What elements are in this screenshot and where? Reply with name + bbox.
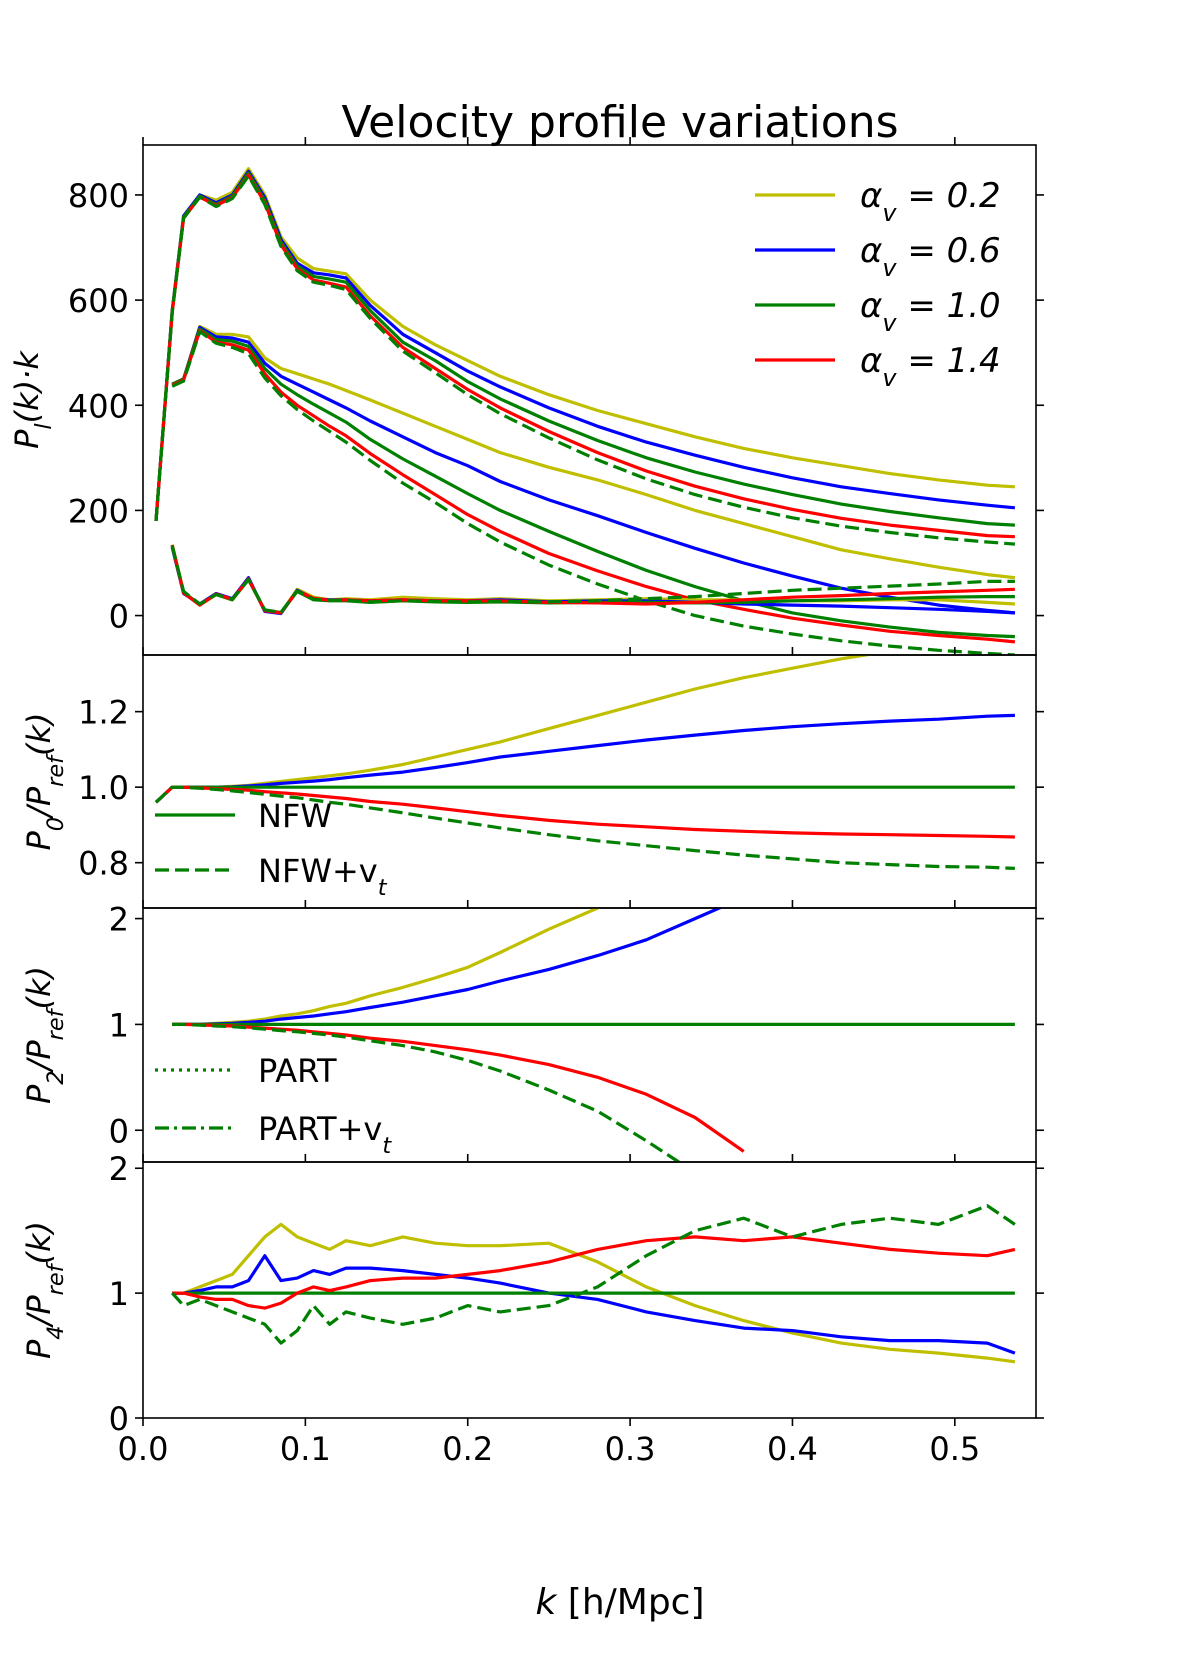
series-line-p0-nfw-vt bbox=[154, 174, 1016, 546]
y-axis-label: P4/Pref(k) bbox=[20, 1221, 69, 1359]
legend-label: αv = 1.0 bbox=[860, 286, 1001, 337]
y-axis-label: Pl(k)·k bbox=[8, 350, 57, 449]
series-line-nfw-vt bbox=[172, 1022, 682, 1162]
legend-label: αv = 1.4 bbox=[860, 341, 1001, 392]
panel-frame bbox=[142, 144, 1037, 656]
chart-panels: 0200400600800Pl(k)·k0.81.01.2P0/Pref(k)0… bbox=[8, 137, 1044, 1468]
x-axis-label: k [h/Mpc] bbox=[535, 1582, 704, 1623]
series-line--v-1-4 bbox=[154, 785, 1015, 839]
x-tick-label: 0.4 bbox=[767, 1430, 818, 1468]
y-tick-label: 200 bbox=[68, 492, 129, 530]
legend-styles: NFW NFW+vt PART PART+vt bbox=[155, 797, 392, 1159]
legend-label: αv = 0.6 bbox=[860, 231, 1001, 282]
series-line-p2-v-0-6 bbox=[171, 325, 1016, 615]
series-line-p0-v-0-2 bbox=[154, 167, 1015, 522]
y-tick-label: 1 bbox=[109, 1006, 129, 1044]
series-line-p4-nfw-vt bbox=[170, 545, 1015, 614]
legend-style-label: NFW+vt bbox=[258, 852, 388, 901]
x-tick-label: 0.0 bbox=[118, 1430, 169, 1468]
series-line-p2-v-0-2 bbox=[171, 324, 1016, 580]
series-line-nfw-vt bbox=[154, 785, 1015, 870]
x-tick-label: 0.3 bbox=[605, 1430, 656, 1468]
panel-3: 0 1 2 0.0 0.1 0.2 0.3 0.4 0.5 P4/Pref(k) bbox=[20, 1150, 1044, 1468]
series-line-nfw-vt bbox=[171, 1204, 1016, 1345]
y-tick-label: 2 bbox=[109, 1150, 129, 1188]
y-axis-label: P2/Pref(k) bbox=[20, 966, 69, 1104]
series-line-p2-v-1-0 bbox=[171, 327, 1015, 639]
y-tick-label: 0.8 bbox=[78, 845, 129, 883]
panel-2-series bbox=[172, 908, 1015, 1162]
x-tick-label: 0.2 bbox=[442, 1430, 493, 1468]
y-tick-label: 800 bbox=[68, 177, 129, 215]
series-line-p2-v-1-4 bbox=[171, 329, 1016, 644]
series-line--v-0-6 bbox=[154, 713, 1015, 804]
series-line--v-0-2 bbox=[154, 655, 876, 804]
y-tick-label: 2 bbox=[109, 901, 129, 939]
series-line--v-1-0 bbox=[154, 785, 1015, 804]
y-tick-label: 0 bbox=[109, 1112, 129, 1150]
panel-2: 0 1 2 P2/Pref(k) bbox=[20, 900, 1044, 1163]
x-tick-label: 0.1 bbox=[280, 1430, 331, 1468]
series-line--v-1-4 bbox=[172, 1235, 1016, 1310]
y-tick-label: 1.2 bbox=[78, 694, 129, 732]
panel-0-series bbox=[154, 167, 1016, 655]
chart-title: Velocity profile variations bbox=[341, 97, 898, 148]
legend-style-label: NFW bbox=[258, 797, 332, 835]
y-tick-label: 0 bbox=[109, 1400, 129, 1438]
panel-3-series bbox=[171, 1204, 1016, 1364]
legend-style-label: PART bbox=[258, 1052, 337, 1090]
legend-style-label: PART+vt bbox=[258, 1110, 392, 1159]
x-tick-label: 0.5 bbox=[929, 1430, 980, 1468]
series-line--v-0-2 bbox=[172, 1222, 1016, 1364]
series-line--v-0-6 bbox=[172, 908, 724, 1026]
series-line--v-0-6 bbox=[172, 1254, 1016, 1355]
legend-label: αv = 0.2 bbox=[860, 176, 1001, 227]
y-tick-label: 400 bbox=[68, 387, 129, 425]
legend-alpha: αv = 0.2αv = 0.6αv = 1.0αv = 1.4 bbox=[755, 176, 1001, 392]
series-line-p0-v-1-4 bbox=[154, 173, 1015, 539]
y-tick-label: 1.0 bbox=[78, 769, 129, 807]
series-line-p4-v-1-4 bbox=[170, 544, 1015, 615]
panel-0: 0 200 400 600 800 Pl(k)·k bbox=[8, 137, 1044, 656]
panel-1-series bbox=[154, 655, 1015, 870]
panel-frame bbox=[142, 1161, 1037, 1419]
y-tick-label: 600 bbox=[68, 282, 129, 320]
y-tick-label: 0 bbox=[109, 598, 129, 636]
y-axis-label: P0/Pref(k) bbox=[20, 713, 69, 851]
y-tick-label: 1 bbox=[109, 1275, 129, 1313]
panel-1: 0.8 1.0 1.2P0/Pref(k) bbox=[20, 647, 1044, 909]
series-line-p2-nfw-vt bbox=[171, 330, 1015, 655]
